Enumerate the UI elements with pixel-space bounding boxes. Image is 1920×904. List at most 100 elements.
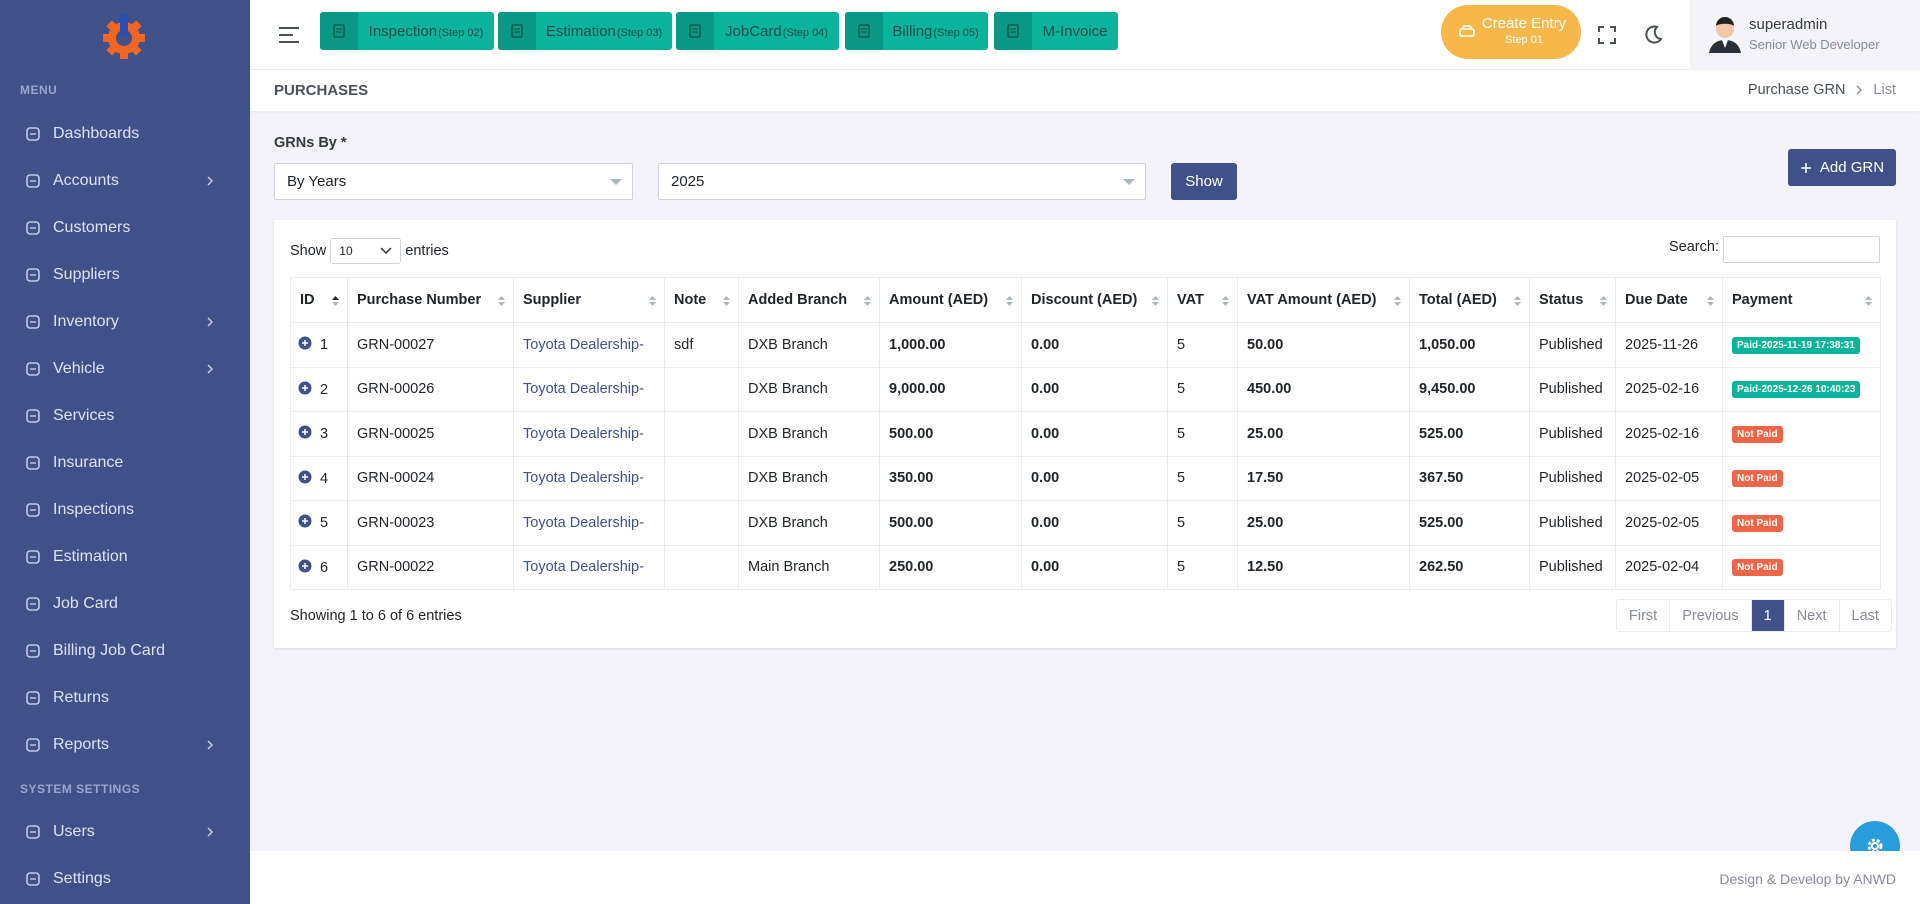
column-header[interactable]: VAT Amount (AED) — [1237, 277, 1410, 323]
table-cell: GRN-00023 — [347, 500, 514, 546]
cell-text: GRN-00025 — [357, 425, 435, 442]
search-input[interactable] — [1723, 236, 1880, 263]
table-cell: 350.00 — [879, 455, 1022, 501]
menu-item[interactable]: Settings — [0, 855, 250, 902]
length-select[interactable]: 10 — [330, 238, 402, 264]
logo[interactable] — [100, 12, 148, 60]
shortcut-button[interactable]: Inspection(Step 02) — [320, 12, 494, 50]
shortcut-button[interactable]: JobCard(Step 04) — [676, 12, 839, 50]
table-cell: 0.00 — [1021, 544, 1168, 590]
menu-item[interactable]: Reports — [0, 721, 250, 768]
table-cell: 0.00 — [1021, 411, 1168, 457]
supplier-link[interactable]: Toyota Dealership- — [523, 425, 644, 442]
fullscreen-button[interactable] — [1598, 26, 1616, 44]
column-header[interactable]: Status — [1529, 277, 1616, 323]
menu-item[interactable]: Vehicle — [0, 345, 250, 392]
menu-toggle[interactable] — [278, 26, 300, 44]
table-cell: 250.00 — [879, 544, 1022, 590]
column-header[interactable]: Note — [664, 277, 739, 323]
page-button[interactable]: Next — [1783, 600, 1839, 631]
shortcut-button[interactable]: Estimation(Step 03) — [498, 12, 672, 50]
table-cell: 2025-02-05 — [1615, 455, 1723, 501]
menu-item[interactable]: Insurance — [0, 439, 250, 486]
column-header[interactable]: ID — [290, 277, 348, 323]
expand-icon[interactable] — [298, 336, 312, 350]
column-header[interactable]: Supplier — [513, 277, 665, 323]
menu-item[interactable]: Inventory — [0, 298, 250, 345]
year-select[interactable]: 2025 — [658, 163, 1146, 200]
menu-item[interactable]: Billing Job Card — [0, 627, 250, 674]
column-title: Discount (AED) — [1031, 292, 1138, 308]
table-cell: Paid-2025-12-26 10:40:23 — [1722, 366, 1881, 412]
menu-item[interactable]: Inspections — [0, 486, 250, 533]
shortcut-button[interactable]: Billing(Step 05) — [845, 12, 988, 50]
expand-icon[interactable] — [298, 514, 312, 528]
user-menu[interactable]: superadmin Senior Web Developer — [1690, 0, 1920, 70]
menu-label: Estimation — [53, 547, 128, 565]
supplier-link[interactable]: Toyota Dealership- — [523, 514, 644, 531]
page-button[interactable]: Previous — [1669, 600, 1750, 631]
menu-item[interactable]: Returns — [0, 674, 250, 721]
cell-text: 25.00 — [1247, 514, 1284, 531]
theme-toggle[interactable] — [1643, 25, 1663, 45]
menu-item[interactable]: Users — [0, 808, 250, 855]
breadcrumb-link[interactable]: Purchase GRN — [1747, 82, 1846, 98]
table-cell: 4 — [290, 455, 348, 501]
column-header[interactable]: Discount (AED) — [1021, 277, 1168, 323]
table-cell — [664, 500, 739, 546]
menu-item[interactable]: Suppliers — [0, 251, 250, 298]
page-button[interactable]: Last — [1838, 600, 1891, 631]
expand-icon[interactable] — [298, 425, 312, 439]
menu-item[interactable]: Job Card — [0, 580, 250, 627]
menu-icon — [26, 596, 40, 611]
breadcrumb: Purchase GRN List — [1748, 82, 1896, 98]
menu-item[interactable]: Accounts — [0, 157, 250, 204]
table-cell: 500.00 — [879, 411, 1022, 457]
column-header[interactable]: Due Date — [1615, 277, 1723, 323]
menu-item[interactable]: Dashboards — [0, 110, 250, 157]
pagination: First Previous 1 Next Last — [1616, 599, 1892, 632]
table-cell: 2025-02-04 — [1615, 544, 1723, 590]
cell-text: 450.00 — [1247, 381, 1292, 398]
table-cell: 1,050.00 — [1409, 322, 1530, 368]
cell-text: 5 — [1177, 514, 1186, 531]
cell-text: 0.00 — [1031, 336, 1060, 353]
add-grn-button[interactable]: Add GRN — [1788, 149, 1896, 186]
cell-text: DXB Branch — [748, 336, 828, 353]
shortcut-label: M-Invoice — [1042, 22, 1108, 40]
supplier-link[interactable]: Toyota Dealership- — [523, 470, 644, 487]
page-button[interactable]: First — [1629, 607, 1658, 624]
shortcut-step: (Step 02) — [438, 26, 484, 39]
supplier-link[interactable]: Toyota Dealership- — [523, 381, 644, 398]
shortcut-label: Billing — [892, 22, 933, 40]
shortcut-button[interactable]: M-Invoice — [994, 12, 1118, 50]
cell-text: 350.00 — [889, 470, 934, 487]
menu-label: Returns — [53, 688, 110, 706]
expand-icon[interactable] — [298, 559, 312, 573]
menu-item[interactable]: Estimation — [0, 533, 250, 580]
column-title: Status — [1539, 292, 1584, 308]
show-button[interactable]: Show — [1171, 163, 1237, 200]
page-button[interactable]: 1 — [1750, 600, 1784, 631]
menu-icon — [26, 871, 40, 886]
column-header[interactable]: Amount (AED) — [879, 277, 1022, 323]
row-id: 3 — [320, 426, 329, 443]
table-cell: GRN-00027 — [347, 322, 514, 368]
column-header[interactable]: VAT — [1167, 277, 1238, 323]
create-entry-button[interactable]: Create Entry Step 01 — [1441, 5, 1581, 59]
table-cell: 2025-02-05 — [1615, 500, 1723, 546]
expand-icon[interactable] — [298, 381, 312, 395]
column-header[interactable]: Added Branch — [738, 277, 880, 323]
column-header[interactable]: Payment — [1722, 277, 1881, 323]
submenu-arrow — [207, 176, 214, 186]
menu-item[interactable]: Customers — [0, 204, 250, 251]
supplier-link[interactable]: Toyota Dealership- — [523, 336, 644, 353]
supplier-link[interactable]: Toyota Dealership- — [523, 559, 644, 576]
column-header[interactable]: Purchase Number — [347, 277, 514, 323]
expand-icon[interactable] — [298, 470, 312, 484]
menu-label: Users — [53, 822, 95, 840]
filter-mode-select[interactable]: By Years — [274, 163, 633, 200]
column-header[interactable]: Total (AED) — [1409, 277, 1530, 323]
table-cell: Not Paid — [1722, 455, 1881, 501]
menu-item[interactable]: Services — [0, 392, 250, 439]
